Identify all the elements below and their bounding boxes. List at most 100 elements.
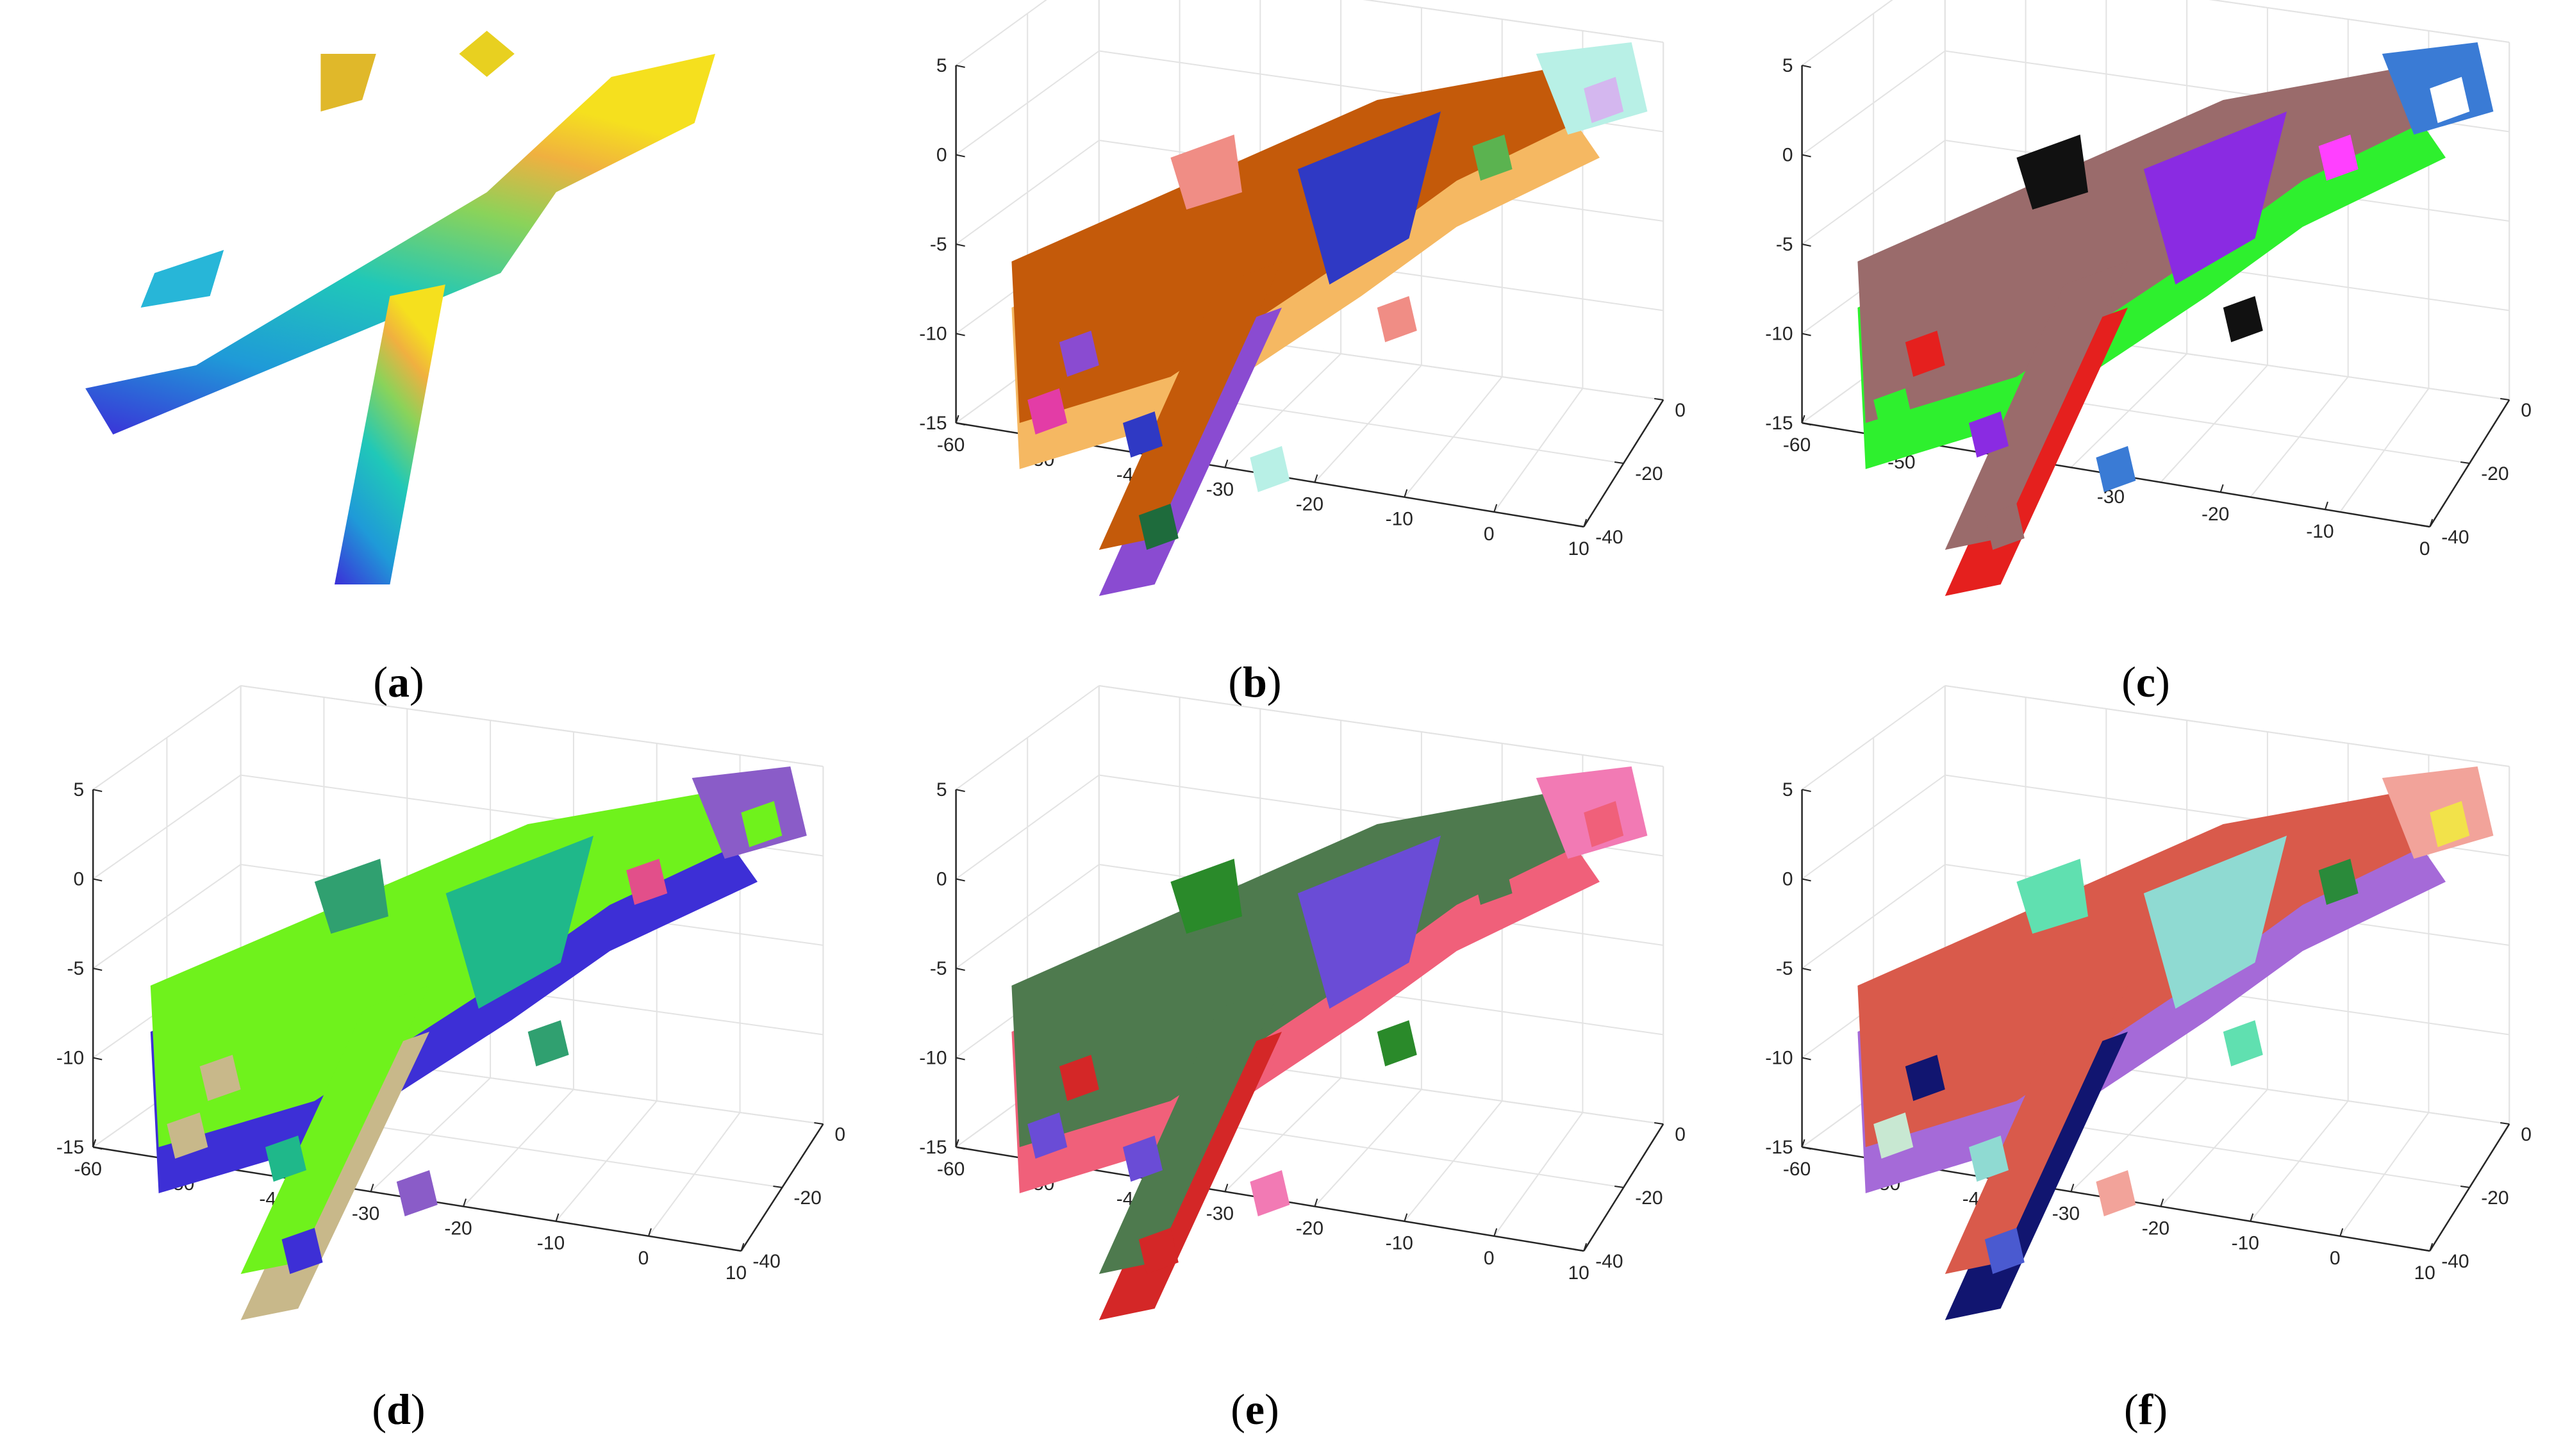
x-tick bbox=[1224, 459, 1229, 468]
x-tick-label: -30 bbox=[352, 1203, 379, 1224]
y-tick-label: 0 bbox=[834, 1124, 845, 1145]
x-tick bbox=[647, 1228, 652, 1237]
x-tick-label: 0 bbox=[1484, 1248, 1495, 1269]
cloud-stub bbox=[320, 54, 376, 112]
x-tick-label: 0 bbox=[2330, 1248, 2341, 1269]
z-tick bbox=[956, 1146, 965, 1150]
y-tick-label: -40 bbox=[1595, 1251, 1623, 1272]
z-tick bbox=[1802, 1057, 1811, 1061]
point-cloud-f bbox=[1857, 766, 2494, 1320]
x-tick-label: -60 bbox=[937, 1159, 965, 1180]
cloud-segment-blob bbox=[265, 1136, 306, 1182]
x-tick bbox=[370, 1184, 374, 1192]
cloud-segment-blob bbox=[1584, 77, 1624, 123]
cloud-top-face bbox=[150, 790, 758, 1147]
cloud-segment-blob bbox=[2096, 446, 2136, 492]
cloud-segment-blob bbox=[1472, 135, 1513, 181]
x-tick-label: -10 bbox=[2232, 1233, 2259, 1254]
z-tick-label: 0 bbox=[936, 145, 947, 166]
z-tick-label: -15 bbox=[919, 1137, 947, 1158]
y-tick bbox=[1654, 398, 1664, 401]
z-tick bbox=[1802, 1146, 1811, 1150]
caption-b: (b) bbox=[1228, 658, 1282, 706]
x-tick bbox=[1801, 1139, 1805, 1148]
z-tick bbox=[956, 244, 965, 247]
cloud-main bbox=[85, 54, 715, 434]
y-tick bbox=[1614, 1186, 1624, 1188]
z-tick-label: -5 bbox=[930, 958, 947, 979]
y-tick bbox=[2500, 398, 2510, 401]
x-tick-label: -30 bbox=[2097, 486, 2125, 508]
caption-e: (e) bbox=[1231, 1385, 1279, 1434]
cloud-fragment bbox=[140, 250, 224, 308]
cloud-segment-blob bbox=[1472, 859, 1513, 905]
cloud-top-face bbox=[1857, 790, 2446, 1147]
z-tick-label: 5 bbox=[936, 55, 947, 76]
x-tick-label: 0 bbox=[1484, 524, 1495, 545]
cloud-segment bbox=[2016, 135, 2088, 210]
x-tick-label: 0 bbox=[2419, 538, 2430, 559]
cloud-segment-blob bbox=[2318, 135, 2359, 181]
grid-line bbox=[1945, 685, 2510, 767]
cloud-segment-blob bbox=[1584, 801, 1624, 847]
cloud-leg-top bbox=[1945, 986, 2128, 1274]
z-tick bbox=[92, 789, 103, 792]
z-tick-label: -15 bbox=[919, 413, 947, 434]
cloud-segment-blob bbox=[1123, 411, 1163, 458]
x-tick-label: -60 bbox=[74, 1159, 102, 1180]
y-tick bbox=[773, 1186, 783, 1188]
cloud-segment-blob bbox=[1873, 388, 1914, 434]
x-tick-label: -10 bbox=[1386, 509, 1413, 530]
cloud-segment-blob bbox=[1059, 331, 1099, 377]
cloud-segment-blob bbox=[2430, 77, 2470, 123]
cloud-segment-blob bbox=[1984, 504, 2025, 550]
y-tick bbox=[2460, 1186, 2470, 1188]
z-tick-label: -5 bbox=[1776, 958, 1793, 979]
cloud-segment-blob bbox=[1250, 446, 1290, 492]
x-tick-label: -20 bbox=[1296, 494, 1323, 515]
cloud-top-face bbox=[1857, 65, 2446, 423]
x-tick-label: 10 bbox=[2414, 1262, 2435, 1284]
z-tick bbox=[956, 65, 965, 68]
cloud-segment-blob bbox=[2096, 1170, 2136, 1216]
cloud-segment-blob bbox=[2318, 859, 2359, 905]
z-tick-label: 5 bbox=[936, 779, 947, 800]
x-tick-label: -30 bbox=[1206, 1203, 1234, 1224]
z-tick-label: -10 bbox=[919, 1048, 947, 1069]
grid-line bbox=[1099, 685, 1664, 767]
point-cloud-b bbox=[1011, 42, 1648, 596]
x-tick bbox=[2429, 518, 2434, 527]
cloud-segment-blob bbox=[199, 1055, 241, 1101]
x-tick bbox=[1493, 504, 1498, 513]
z-tick bbox=[92, 968, 103, 971]
cloud-leg-top bbox=[1099, 986, 1282, 1274]
cloud-leg-top bbox=[1945, 261, 2128, 550]
y-tick bbox=[1575, 525, 1584, 527]
x-tick bbox=[1314, 474, 1318, 483]
x-tick-label: -10 bbox=[2306, 521, 2334, 542]
z-tick bbox=[956, 1057, 965, 1061]
y-tick bbox=[1614, 461, 1624, 464]
x-tick bbox=[2429, 1243, 2434, 1252]
z-tick-label: -10 bbox=[1765, 324, 1793, 345]
cloud-segment-blob bbox=[1969, 1136, 2009, 1182]
z-tick-label: -10 bbox=[1765, 1048, 1793, 1069]
z-tick bbox=[956, 968, 965, 971]
z-tick bbox=[92, 878, 103, 882]
cloud-segment bbox=[1170, 859, 1242, 934]
cloud-segment bbox=[445, 836, 593, 1009]
cloud-segment-blob bbox=[2430, 801, 2470, 847]
cloud-segment bbox=[1170, 135, 1242, 210]
cloud-segment-blob bbox=[2223, 1020, 2263, 1066]
z-tick-label: -15 bbox=[1765, 1137, 1793, 1158]
y-tick bbox=[2500, 1122, 2510, 1125]
x-tick-label: -20 bbox=[2142, 1218, 2169, 1239]
z-tick bbox=[1802, 878, 1811, 882]
cloud-segment-blob bbox=[281, 1228, 323, 1274]
cloud-segment bbox=[314, 859, 388, 934]
z-tick-label: -5 bbox=[67, 958, 85, 979]
y-tick bbox=[814, 1122, 824, 1125]
cloud-segment-blob bbox=[1377, 296, 1417, 342]
caption-d: (d) bbox=[372, 1385, 426, 1434]
cloud-segment-blob bbox=[167, 1113, 208, 1159]
